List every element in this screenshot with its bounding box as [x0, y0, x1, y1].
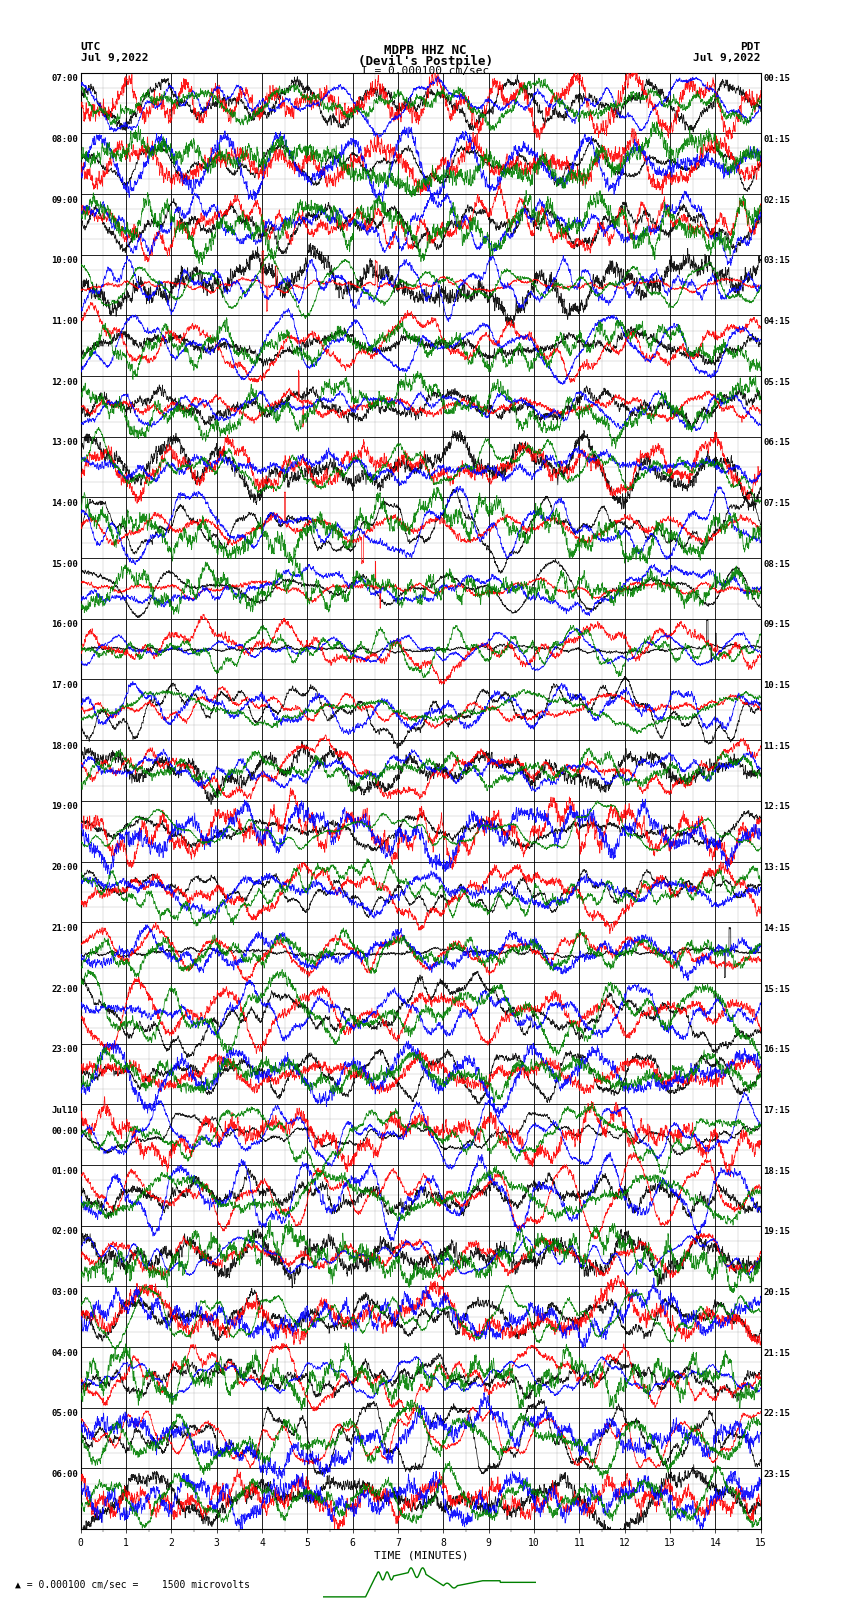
Text: Jul10: Jul10 [51, 1107, 78, 1115]
Text: 17:00: 17:00 [51, 681, 78, 690]
Text: 09:15: 09:15 [763, 621, 791, 629]
Text: 03:00: 03:00 [51, 1287, 78, 1297]
Text: 19:15: 19:15 [763, 1227, 791, 1236]
Text: 16:15: 16:15 [763, 1045, 791, 1055]
Text: 01:15: 01:15 [763, 135, 791, 144]
Text: 00:00: 00:00 [51, 1127, 78, 1136]
Text: PDT: PDT [740, 42, 761, 52]
Text: 14:00: 14:00 [51, 498, 78, 508]
Text: 04:15: 04:15 [763, 318, 791, 326]
Text: 21:00: 21:00 [51, 924, 78, 932]
Text: 06:00: 06:00 [51, 1469, 78, 1479]
Text: 05:00: 05:00 [51, 1410, 78, 1418]
Text: I = 0.000100 cm/sec: I = 0.000100 cm/sec [361, 66, 489, 76]
Text: 18:00: 18:00 [51, 742, 78, 750]
Text: 09:00: 09:00 [51, 195, 78, 205]
Text: 23:00: 23:00 [51, 1045, 78, 1055]
Text: 22:15: 22:15 [763, 1410, 791, 1418]
Text: 03:15: 03:15 [763, 256, 791, 265]
X-axis label: TIME (MINUTES): TIME (MINUTES) [373, 1552, 468, 1561]
Text: 16:00: 16:00 [51, 621, 78, 629]
Text: (Devil's Postpile): (Devil's Postpile) [358, 55, 492, 68]
Text: 02:15: 02:15 [763, 195, 791, 205]
Text: 15:00: 15:00 [51, 560, 78, 569]
Text: Jul 9,2022: Jul 9,2022 [81, 53, 148, 63]
Text: 05:15: 05:15 [763, 377, 791, 387]
Text: 06:15: 06:15 [763, 439, 791, 447]
Text: 18:15: 18:15 [763, 1166, 791, 1176]
Text: 01:00: 01:00 [51, 1166, 78, 1176]
Text: 08:00: 08:00 [51, 135, 78, 144]
Text: 12:15: 12:15 [763, 803, 791, 811]
Text: 07:00: 07:00 [51, 74, 78, 84]
Text: 11:00: 11:00 [51, 318, 78, 326]
Text: 02:00: 02:00 [51, 1227, 78, 1236]
Text: 13:00: 13:00 [51, 439, 78, 447]
Text: UTC: UTC [81, 42, 101, 52]
Text: 04:00: 04:00 [51, 1348, 78, 1358]
Text: 20:00: 20:00 [51, 863, 78, 873]
Text: 07:15: 07:15 [763, 498, 791, 508]
Text: ▲ = 0.000100 cm/sec =    1500 microvolts: ▲ = 0.000100 cm/sec = 1500 microvolts [15, 1581, 250, 1590]
Text: 15:15: 15:15 [763, 984, 791, 994]
Text: MDPB HHZ NC: MDPB HHZ NC [383, 44, 467, 56]
Text: 10:00: 10:00 [51, 256, 78, 265]
Text: 00:15: 00:15 [763, 74, 791, 84]
Text: 23:15: 23:15 [763, 1469, 791, 1479]
Text: Jul 9,2022: Jul 9,2022 [694, 53, 761, 63]
Text: 17:15: 17:15 [763, 1107, 791, 1115]
Text: 19:00: 19:00 [51, 803, 78, 811]
Text: 21:15: 21:15 [763, 1348, 791, 1358]
Text: 12:00: 12:00 [51, 377, 78, 387]
Text: 10:15: 10:15 [763, 681, 791, 690]
Text: 14:15: 14:15 [763, 924, 791, 932]
Text: 22:00: 22:00 [51, 984, 78, 994]
Text: 11:15: 11:15 [763, 742, 791, 750]
Text: 08:15: 08:15 [763, 560, 791, 569]
Text: 13:15: 13:15 [763, 863, 791, 873]
Text: 20:15: 20:15 [763, 1287, 791, 1297]
